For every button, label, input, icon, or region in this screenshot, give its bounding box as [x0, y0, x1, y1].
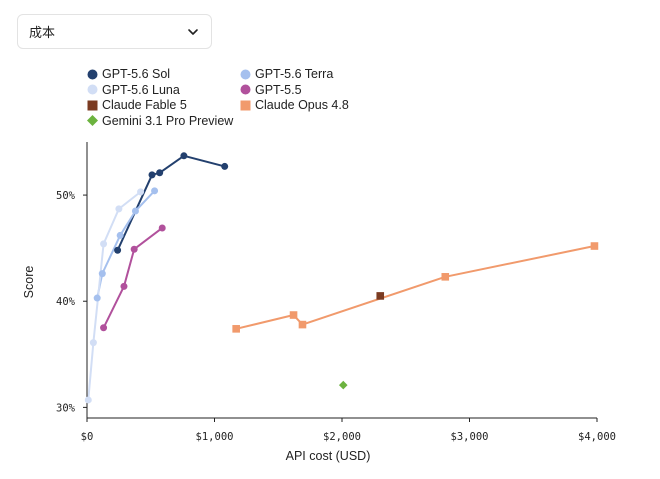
data-point-gpt-5-6-terra [151, 187, 159, 195]
data-point-gpt-5-6-sol [156, 169, 164, 177]
legend-marker-square-icon [240, 100, 251, 111]
data-point-gpt-5-5 [130, 245, 138, 253]
data-point-gpt-5-5 [158, 224, 166, 232]
data-point-gemini-3-1-pro-preview [338, 380, 348, 390]
x-tick-label: $1,000 [196, 431, 234, 443]
data-point-gpt-5-6-luna [115, 205, 123, 213]
legend-item-gpt-5-6-terra: GPT-5.6 Terra [240, 67, 390, 82]
data-point-gpt-5-6-sol [180, 152, 188, 160]
y-tick-label: 40% [56, 296, 76, 308]
legend-marker-square-icon [87, 100, 98, 111]
data-point-gpt-5-6-terra [93, 294, 101, 302]
legend-label: Gemini 3.1 Pro Preview [102, 113, 234, 128]
legend-label: GPT-5.6 Terra [255, 67, 334, 82]
x-tick-label: $4,000 [578, 431, 616, 443]
x-axis-title: API cost (USD) [286, 449, 371, 463]
legend-label: GPT-5.6 Luna [102, 82, 180, 97]
y-axis-title: Score [22, 266, 36, 299]
data-point-gpt-5-5 [100, 324, 108, 332]
legend-item-gemini-3-1-pro-preview: Gemini 3.1 Pro Preview [87, 114, 240, 129]
data-point-gpt-5-6-terra [98, 270, 106, 278]
data-point-claude-fable-5 [376, 292, 385, 300]
chevron-down-icon [188, 28, 198, 35]
legend-item-gpt-5-6-sol: GPT-5.6 Sol [87, 67, 240, 82]
x-tick-label: $2,000 [323, 431, 361, 443]
legend-label: GPT-5.5 [255, 82, 302, 97]
data-point-gpt-5-6-terra [131, 207, 139, 215]
legend-item-claude-fable-5: Claude Fable 5 [87, 98, 240, 113]
data-point-claude-opus-4-8 [232, 325, 240, 333]
y-tick-label: 30% [56, 402, 76, 414]
x-tick-label: $0 [81, 431, 94, 443]
data-point-claude-opus-4-8 [289, 311, 298, 319]
data-point-claude-opus-4-8 [590, 242, 599, 250]
data-point-gpt-5-6-luna [84, 396, 92, 404]
legend-marker-circle-icon [240, 84, 251, 95]
dropdown-selected-value: 成本 [29, 25, 56, 40]
x-tick-label: $3,000 [451, 431, 489, 443]
legend-item-gpt-5-6-luna: GPT-5.6 Luna [87, 83, 240, 98]
metric-dropdown[interactable]: 成本 [17, 14, 212, 49]
data-point-gpt-5-6-sol [148, 171, 156, 179]
legend-item-claude-opus-4-8: Claude Opus 4.8 [240, 98, 390, 113]
legend-marker-circle-icon [240, 69, 251, 80]
chart-legend: GPT-5.6 Sol GPT-5.6 Terra GPT-5.6 Luna GPT-… [87, 67, 387, 128]
data-point-gpt-5-6-sol [221, 162, 229, 170]
legend-marker-diamond-icon [87, 115, 98, 127]
data-point-gpt-5-6-sol [114, 246, 122, 254]
data-point-gpt-5-6-luna [89, 339, 97, 347]
data-point-claude-opus-4-8 [298, 320, 307, 329]
data-point-gpt-5-6-luna [137, 188, 145, 196]
legend-item-gpt-5-5: GPT-5.5 [240, 83, 390, 98]
data-point-gpt-5-5 [120, 282, 128, 290]
legend-label: Claude Fable 5 [102, 98, 187, 113]
data-point-gpt-5-6-terra [116, 231, 124, 239]
data-point-claude-opus-4-8 [441, 273, 450, 281]
y-tick-label: 50% [56, 190, 76, 202]
data-point-gpt-5-6-luna [100, 240, 108, 248]
legend-marker-circle-icon [87, 84, 98, 95]
legend-label: Claude Opus 4.8 [255, 98, 349, 113]
legend-label: GPT-5.6 Sol [102, 67, 171, 82]
legend-marker-circle-icon [87, 69, 98, 80]
series-line-gpt-5-6-sol [116, 154, 225, 251]
series-line-gpt-5-5 [102, 227, 163, 329]
